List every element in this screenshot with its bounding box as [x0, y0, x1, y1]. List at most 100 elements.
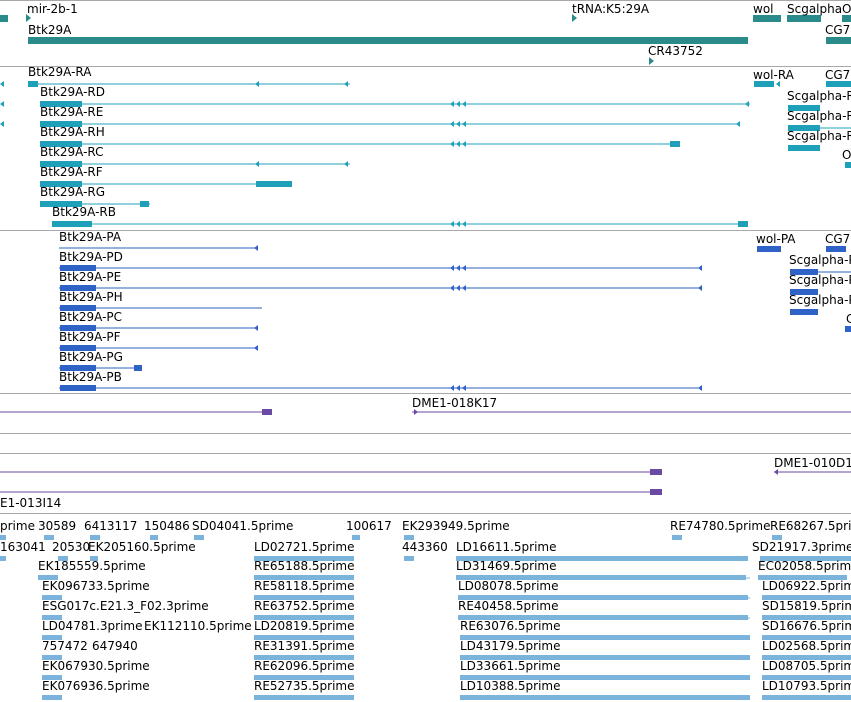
- cds-block[interactable]: [60, 345, 96, 351]
- cds-block[interactable]: [826, 246, 846, 252]
- exon-block[interactable]: [40, 121, 82, 127]
- est-label: RE52735.5prime: [254, 679, 355, 693]
- est-label: LD10388.5prime: [460, 679, 561, 693]
- est-block[interactable]: [254, 615, 354, 620]
- strand-arrow-left-icon: [776, 81, 780, 87]
- est-block[interactable]: [254, 695, 354, 700]
- est-block[interactable]: [760, 556, 851, 561]
- est-block[interactable]: [404, 535, 414, 540]
- est-label: RE74780.5prime: [670, 519, 771, 533]
- exon-block[interactable]: [845, 162, 851, 168]
- est-block[interactable]: [758, 575, 847, 580]
- cds-block[interactable]: [790, 289, 818, 295]
- exon-block[interactable]: [670, 141, 680, 147]
- est-block[interactable]: [254, 556, 354, 561]
- est-block[interactable]: [0, 556, 6, 561]
- est-block[interactable]: [38, 575, 58, 580]
- est-block[interactable]: [58, 556, 68, 561]
- est-block[interactable]: [44, 535, 54, 540]
- exon-block[interactable]: [40, 101, 82, 107]
- exon-block[interactable]: [52, 221, 92, 227]
- est-block[interactable]: [762, 615, 851, 620]
- est-block[interactable]: [672, 535, 682, 540]
- est-block[interactable]: [762, 595, 851, 600]
- protein-label: Btk29A-PE: [59, 270, 121, 284]
- strand-arrow-left-icon: [462, 121, 466, 127]
- cds-block[interactable]: [757, 246, 781, 252]
- cds-block[interactable]: [845, 326, 851, 332]
- est-label: 20530: [52, 540, 90, 554]
- cds-block[interactable]: [790, 309, 818, 315]
- strand-arrow-left-icon: [254, 325, 258, 331]
- est-label: 6413117: [84, 519, 137, 533]
- est-block[interactable]: [90, 556, 98, 561]
- est-block[interactable]: [404, 556, 414, 561]
- exon-block[interactable]: [826, 81, 851, 87]
- exon-block[interactable]: [788, 105, 820, 111]
- est-block[interactable]: [42, 675, 62, 680]
- est-block[interactable]: [456, 556, 748, 561]
- est-block[interactable]: [762, 695, 851, 700]
- exon-block[interactable]: [754, 81, 774, 87]
- est-block[interactable]: [42, 595, 62, 600]
- cds-block[interactable]: [60, 305, 96, 311]
- est-block[interactable]: [762, 675, 851, 680]
- strand-arrow-left-icon: [456, 121, 460, 127]
- est-block[interactable]: [352, 535, 360, 540]
- est-block[interactable]: [772, 535, 782, 540]
- est-block[interactable]: [42, 695, 62, 700]
- strand-arrow-left-icon: [456, 101, 460, 107]
- est-block[interactable]: [762, 655, 851, 660]
- clone-label: DME1-010D1: [774, 456, 851, 470]
- clone-label: E1-013I14: [0, 496, 61, 510]
- est-block[interactable]: [0, 535, 6, 540]
- gene-block[interactable]: [787, 15, 821, 22]
- strand-arrow-left-icon: [462, 141, 466, 147]
- cds-block[interactable]: [134, 365, 142, 371]
- clone-block[interactable]: [650, 489, 662, 495]
- gene-block[interactable]: [28, 37, 748, 44]
- est-block[interactable]: [42, 635, 62, 640]
- est-block[interactable]: [254, 575, 354, 580]
- est-block[interactable]: [42, 655, 62, 660]
- gene-label: mir-2b-1: [27, 2, 78, 16]
- est-block[interactable]: [150, 535, 158, 540]
- est-block[interactable]: [254, 635, 354, 640]
- cds-block[interactable]: [60, 325, 96, 331]
- est-block[interactable]: [254, 655, 354, 660]
- exon-block[interactable]: [40, 141, 82, 147]
- strand-arrow-left-icon: [254, 245, 258, 251]
- exon-block[interactable]: [140, 201, 149, 207]
- strand-arrow-left-icon: [450, 141, 454, 147]
- est-label: 163041: [0, 540, 46, 554]
- strand-arrow-left-icon: [456, 141, 460, 147]
- exon-block[interactable]: [40, 201, 82, 207]
- gene-block[interactable]: [842, 15, 851, 22]
- clone-block[interactable]: [650, 469, 662, 475]
- est-block[interactable]: [254, 675, 354, 680]
- cds-block[interactable]: [60, 365, 96, 371]
- cds-block[interactable]: [60, 265, 96, 271]
- clone-block[interactable]: [262, 409, 272, 415]
- exon-block[interactable]: [40, 161, 82, 167]
- exon-block[interactable]: [738, 221, 748, 227]
- est-block[interactable]: [90, 535, 100, 540]
- exon-block[interactable]: [40, 181, 82, 187]
- gene-block[interactable]: [0, 15, 8, 22]
- gene-block[interactable]: [826, 37, 851, 44]
- strand-arrow-left-icon: [462, 265, 466, 271]
- exon-block[interactable]: [788, 145, 820, 151]
- strand-arrow-left-icon: [450, 121, 454, 127]
- est-block[interactable]: [762, 635, 851, 640]
- est-label: SD15819.5prime: [762, 599, 851, 613]
- gene-block[interactable]: [753, 15, 781, 22]
- est-block[interactable]: [254, 595, 354, 600]
- cds-block[interactable]: [60, 285, 96, 291]
- est-block[interactable]: [194, 535, 204, 540]
- est-label: 30589: [38, 519, 76, 533]
- cds-block[interactable]: [60, 385, 96, 391]
- exon-block[interactable]: [256, 181, 292, 187]
- est-block[interactable]: [42, 615, 62, 620]
